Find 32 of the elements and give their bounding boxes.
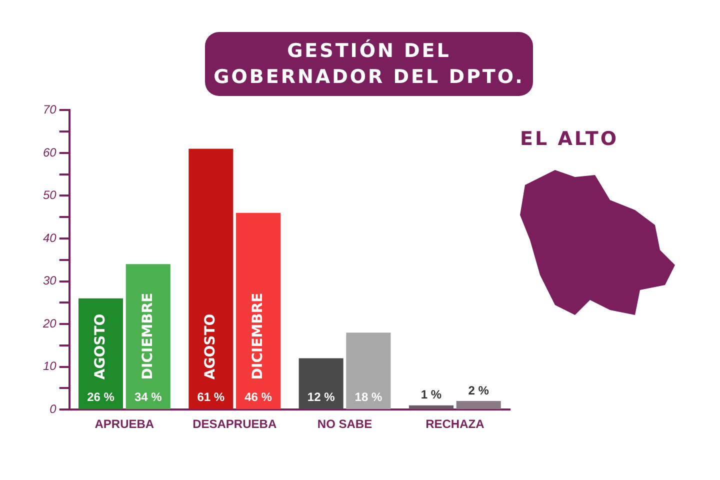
data-label: 18 %	[354, 390, 382, 404]
x-tick-label: DESAPRUEBA	[192, 417, 277, 432]
data-label: 1 %	[420, 388, 442, 402]
y-tick-label: 70	[42, 102, 57, 117]
text: AGOSTO	[202, 314, 219, 380]
bar	[236, 212, 281, 410]
x-tick-label: APRUEBA	[94, 417, 154, 432]
data-label: 12 %	[307, 390, 336, 404]
y-tick-label: 50	[42, 188, 57, 202]
y-tick-label: 30	[42, 274, 57, 288]
data-label: 34 %	[134, 390, 162, 404]
bar	[346, 332, 391, 410]
bar	[298, 358, 344, 410]
bar	[188, 148, 234, 410]
data-label: 2 %	[468, 383, 490, 398]
series-label: AGOSTO	[92, 314, 108, 380]
text: DICIEMBRE	[250, 292, 266, 380]
y-tick-label: 40	[42, 230, 57, 245]
x-tick-label: NO SABE	[317, 417, 372, 432]
chart-title: GESTIÓN DEL GOBERNADOR DEL DPTO.	[205, 32, 533, 96]
y-tick-label: 10	[42, 359, 57, 374]
series-label: DICIEMBRE	[140, 292, 156, 380]
bar	[408, 405, 454, 410]
data-label: 61 %	[197, 390, 225, 404]
data-label: 46 %	[244, 390, 272, 404]
y-tick-label: 60	[42, 145, 57, 160]
x-tick-label: RECHAZA	[426, 417, 485, 432]
y-tick-label: 0	[50, 402, 57, 416]
text: EL ALTO	[520, 128, 618, 150]
bar	[456, 401, 501, 410]
data-label: 26 %	[87, 390, 115, 404]
y-tick-label: 20	[42, 316, 57, 330]
